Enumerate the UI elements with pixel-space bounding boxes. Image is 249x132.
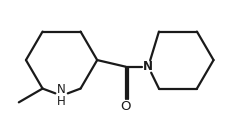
Text: O: O (121, 100, 131, 113)
Text: N
H: N H (57, 83, 66, 108)
Text: N: N (143, 60, 153, 73)
